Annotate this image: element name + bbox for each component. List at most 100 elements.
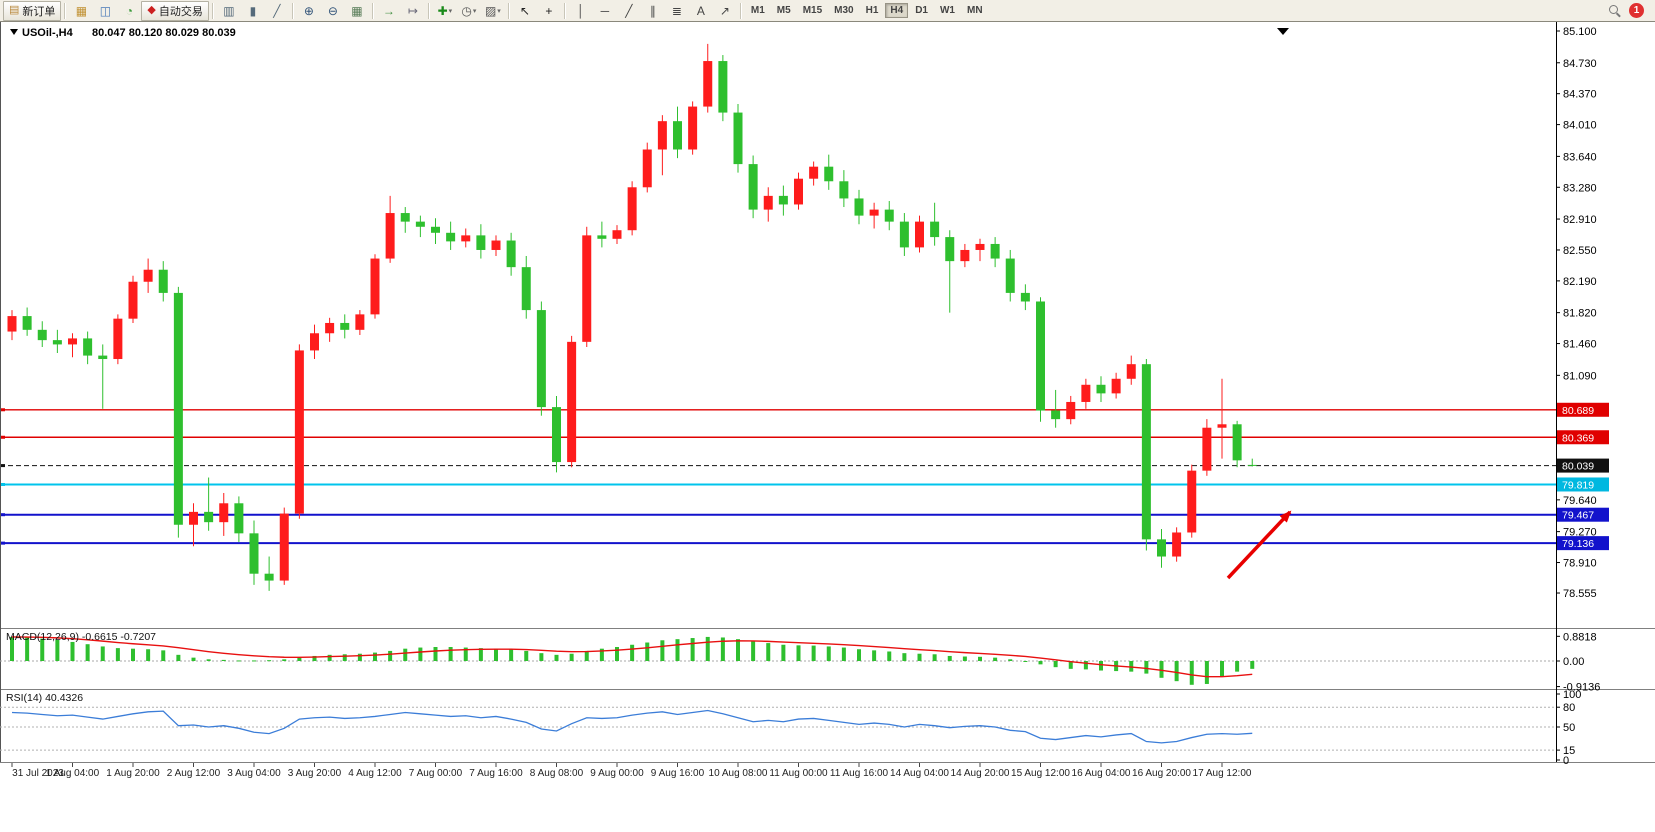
toolbar-group-draw: │ ─ ╱ ∥ ≣ A ↗ xyxy=(569,0,737,22)
notification-badge[interactable]: 1 xyxy=(1629,3,1644,18)
candle xyxy=(1247,458,1257,467)
chart-canvas[interactable] xyxy=(0,22,1556,762)
profiles-button[interactable]: ◫ xyxy=(93,1,117,21)
add-indicator-button[interactable]: ✚ ▾ xyxy=(433,1,457,21)
timeframe-button-d1[interactable]: D1 xyxy=(915,5,928,16)
price-axis[interactable] xyxy=(1557,22,1655,762)
charts-grid-button[interactable]: ▦ xyxy=(69,1,93,21)
search-icon[interactable] xyxy=(1609,4,1621,17)
templates-button[interactable]: ▨ ▾ xyxy=(481,1,505,21)
candle xyxy=(1217,378,1227,459)
candle xyxy=(400,207,410,233)
timeframe-button-m15[interactable]: M15 xyxy=(802,5,823,16)
time-axis-label: 15 Aug 12:00 xyxy=(1011,768,1070,779)
rsi-axis-label: 80 xyxy=(1563,702,1575,714)
auto-scroll-icon: → xyxy=(382,3,395,18)
candle xyxy=(1036,297,1045,422)
candle xyxy=(234,496,244,542)
candlestick-button[interactable]: ▮ xyxy=(241,1,265,21)
price-axis-label: 79.270 xyxy=(1563,527,1597,539)
new-order-button[interactable]: ▤ 新订单 xyxy=(3,0,62,21)
price-badge xyxy=(1557,458,1609,473)
chart-window[interactable]: 85.100 84.730 84.370 84.010 83.640 83.280 82.9… xyxy=(0,22,1655,784)
rsi-axis-label: 100 xyxy=(1563,689,1581,701)
text-button[interactable]: A xyxy=(689,1,713,21)
timeframe-button-h1[interactable]: H1 xyxy=(865,5,879,16)
bar-chart-button[interactable]: ▥ xyxy=(217,1,241,21)
candle xyxy=(1141,359,1151,551)
toolbar-group-scroll: → ↦ xyxy=(377,0,425,22)
candle xyxy=(1157,529,1166,568)
arrow-annotation[interactable] xyxy=(1226,510,1292,580)
time-axis[interactable] xyxy=(0,763,1556,781)
line-chart-button[interactable]: ╱ xyxy=(265,1,289,21)
candle xyxy=(718,55,728,122)
candle xyxy=(778,185,788,216)
candle xyxy=(310,324,319,360)
timeframe-button-w1[interactable]: W1 xyxy=(939,5,955,16)
time-axis-label: 9 Aug 00:00 xyxy=(590,768,644,779)
horizontal-line-button[interactable]: ─ xyxy=(593,1,617,21)
vertical-line-icon: │ xyxy=(577,3,585,18)
cursor-button[interactable]: ↖ xyxy=(513,1,537,21)
toolbar-group-order: ▤ 新订单 xyxy=(3,0,62,22)
price-axis-label: 83.280 xyxy=(1563,182,1597,194)
candle xyxy=(733,103,743,173)
zoom-in-button[interactable]: ⊕ xyxy=(297,1,321,21)
candle xyxy=(642,142,652,193)
crosshair-button[interactable]: + xyxy=(537,1,561,21)
timeframe-button-mn[interactable]: MN xyxy=(966,5,983,16)
toolbar-group-zoom: ⊕ ⊖ ▦ xyxy=(297,0,369,22)
price-badge xyxy=(1557,507,1609,522)
candle xyxy=(1020,284,1030,311)
timeframe-button-m30[interactable]: M30 xyxy=(834,5,854,16)
candle xyxy=(945,230,955,313)
clock-icon: ◷ xyxy=(461,3,472,18)
trendline-button[interactable]: ╱ xyxy=(617,1,641,21)
price-badge xyxy=(1557,430,1609,445)
periods-menu-button[interactable]: ◷ ▾ xyxy=(457,1,481,21)
time-axis-label: 1 Aug 04:00 xyxy=(46,768,100,779)
chart-shift-marker[interactable] xyxy=(1277,28,1289,35)
candle xyxy=(1187,464,1197,538)
auto-scroll-button[interactable]: → xyxy=(377,1,401,21)
toolbar-group-pointer: ↖ + xyxy=(513,0,561,22)
candle xyxy=(204,477,214,531)
auto-trading-button[interactable]: ◆ 自动交易 xyxy=(141,0,209,21)
timeframe-button-m1[interactable]: M1 xyxy=(750,5,765,16)
price-badge-label: 79.819 xyxy=(1562,479,1594,491)
vertical-line-button[interactable]: │ xyxy=(569,1,593,21)
macd-label: MACD(12,26,9) -0.6615 -0.7207 xyxy=(6,631,156,643)
time-axis-label: 11 Aug 00:00 xyxy=(769,768,828,779)
price-badge-label: 79.467 xyxy=(1562,510,1594,522)
macd-signal-line xyxy=(11,636,1253,678)
candle xyxy=(1081,378,1091,409)
zoom-out-button[interactable]: ⊖ xyxy=(321,1,345,21)
candle xyxy=(748,155,758,219)
tile-windows-button[interactable]: ▦ xyxy=(345,1,369,21)
horizontal-line-anchor xyxy=(0,464,5,468)
tile-windows-icon: ▦ xyxy=(351,3,363,18)
time-axis-label: 2 Aug 12:00 xyxy=(167,768,221,779)
timeframe-button-h4[interactable]: H4 xyxy=(885,3,909,18)
refresh-button[interactable]: ◔ xyxy=(117,1,141,21)
candle xyxy=(1005,249,1015,302)
rsi-axis-label: 15 xyxy=(1563,745,1575,757)
symbol-dropdown-icon[interactable] xyxy=(10,29,18,35)
timeframe-button-m5[interactable]: M5 xyxy=(776,5,791,16)
arrows-tool-button[interactable]: ↗ xyxy=(713,1,737,21)
toolbar-separator xyxy=(291,2,294,19)
candle xyxy=(7,310,17,341)
time-axis-label: 7 Aug 16:00 xyxy=(469,768,523,779)
fibonacci-icon: ≣ xyxy=(671,3,682,18)
candle xyxy=(1202,419,1212,476)
auto-trading-icon: ◆ xyxy=(147,4,156,16)
chart-shift-icon: ↦ xyxy=(407,3,418,18)
candle xyxy=(582,226,592,348)
fibonacci-button[interactable]: ≣ xyxy=(665,1,689,21)
template-icon: ▨ xyxy=(484,3,497,18)
charts-grid-icon: ▦ xyxy=(75,3,88,18)
candle xyxy=(340,314,350,339)
channel-button[interactable]: ∥ xyxy=(641,1,665,21)
chart-shift-button[interactable]: ↦ xyxy=(401,1,425,21)
